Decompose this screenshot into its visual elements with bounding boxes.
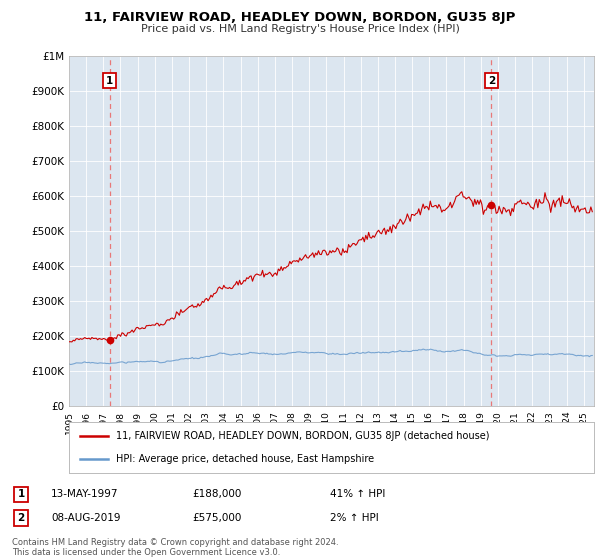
Text: Contains HM Land Registry data © Crown copyright and database right 2024.
This d: Contains HM Land Registry data © Crown c… [12, 538, 338, 557]
Text: HPI: Average price, detached house, East Hampshire: HPI: Average price, detached house, East… [116, 454, 374, 464]
Text: 41% ↑ HPI: 41% ↑ HPI [330, 489, 385, 500]
Text: 1: 1 [17, 489, 25, 500]
Text: £575,000: £575,000 [192, 513, 241, 523]
Text: Price paid vs. HM Land Registry's House Price Index (HPI): Price paid vs. HM Land Registry's House … [140, 24, 460, 34]
Text: 1: 1 [106, 76, 113, 86]
Text: 2: 2 [488, 76, 495, 86]
Text: 13-MAY-1997: 13-MAY-1997 [51, 489, 119, 500]
Text: 2: 2 [17, 513, 25, 523]
Text: £188,000: £188,000 [192, 489, 241, 500]
Text: 11, FAIRVIEW ROAD, HEADLEY DOWN, BORDON, GU35 8JP (detached house): 11, FAIRVIEW ROAD, HEADLEY DOWN, BORDON,… [116, 431, 490, 441]
Text: 08-AUG-2019: 08-AUG-2019 [51, 513, 121, 523]
Text: 11, FAIRVIEW ROAD, HEADLEY DOWN, BORDON, GU35 8JP: 11, FAIRVIEW ROAD, HEADLEY DOWN, BORDON,… [85, 11, 515, 24]
Text: 2% ↑ HPI: 2% ↑ HPI [330, 513, 379, 523]
